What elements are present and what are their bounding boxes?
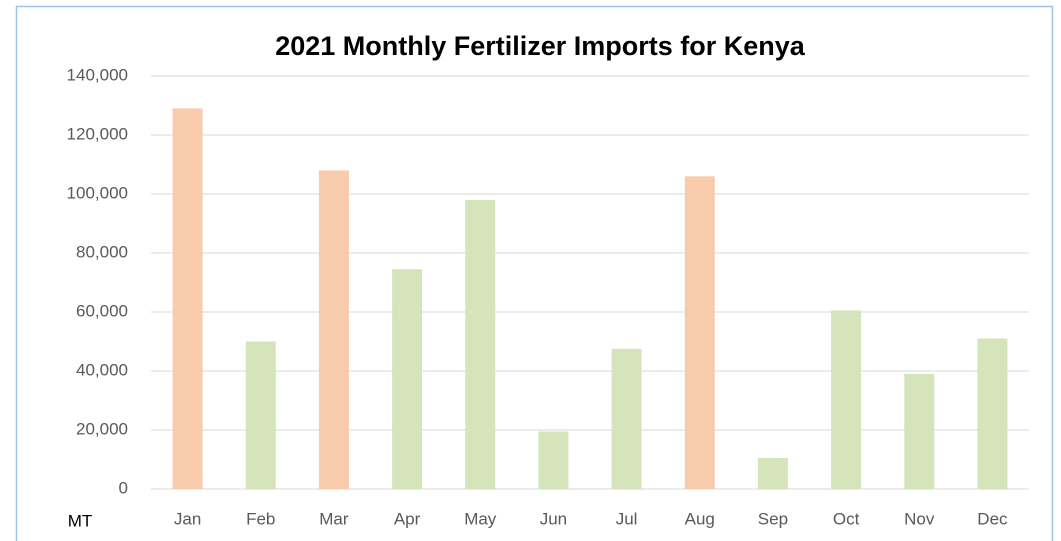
y-tick-label: 80,000	[76, 242, 128, 261]
y-tick-label: 120,000	[67, 124, 128, 143]
x-tick-label: Nov	[904, 509, 935, 528]
x-tick-label: Mar	[319, 509, 349, 528]
bar	[538, 431, 569, 489]
x-tick-label: Sep	[758, 509, 788, 528]
x-tick-label: Oct	[833, 509, 860, 528]
x-tick-label: Aug	[685, 509, 715, 528]
bar	[831, 310, 862, 489]
x-tick-label: Feb	[246, 509, 275, 528]
bar	[684, 176, 715, 490]
x-tick-label: Jan	[174, 509, 201, 528]
x-tick-label: Jun	[540, 509, 567, 528]
chart-title: 2021 Monthly Fertilizer Imports for Keny…	[275, 31, 806, 61]
bar	[904, 373, 935, 489]
x-tick-label: May	[464, 509, 497, 528]
x-tick-label: Dec	[977, 509, 1008, 528]
y-tick-label: 20,000	[76, 419, 128, 438]
bar	[977, 338, 1008, 489]
bar	[245, 341, 276, 489]
y-tick-label: 0	[119, 478, 128, 497]
y-tick-label: 140,000	[67, 65, 128, 84]
chart-frame	[15, 5, 1054, 541]
y-tick-label: 60,000	[76, 301, 128, 320]
bar	[465, 199, 496, 489]
x-tick-label: Jul	[616, 509, 638, 528]
bar	[318, 170, 349, 489]
bar	[172, 108, 203, 489]
bar	[611, 348, 642, 489]
y-tick-label: 100,000	[67, 183, 128, 202]
y-tick-label: 40,000	[76, 360, 128, 379]
y-axis-label: MT	[68, 511, 93, 530]
x-tick-label: Apr	[394, 509, 421, 528]
bar	[392, 269, 423, 489]
bar	[757, 458, 788, 489]
